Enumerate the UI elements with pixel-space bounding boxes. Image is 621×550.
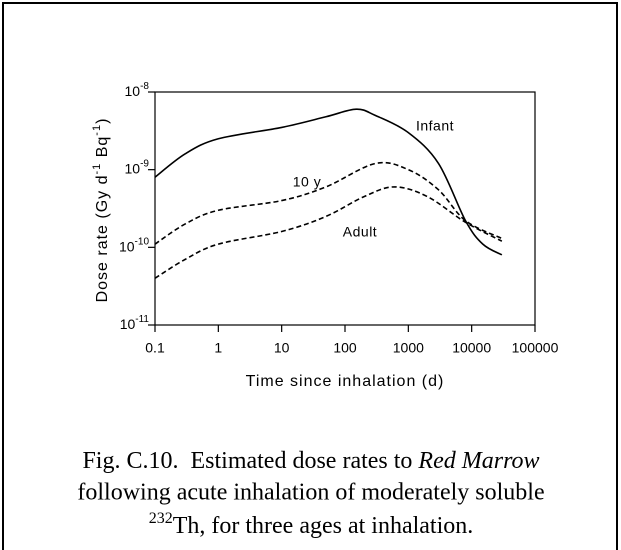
y-tick-base: 10 bbox=[125, 83, 141, 99]
caption-text: Th, for three ages at inhalation. bbox=[173, 513, 474, 539]
y-title-part: Dose rate (Gy d bbox=[94, 174, 111, 302]
y-tick-exp: -10 bbox=[135, 236, 150, 247]
caption-sup: 232 bbox=[149, 510, 173, 527]
caption-italic: Red Marrow bbox=[417, 448, 539, 474]
y-tick-exp: -11 bbox=[135, 314, 149, 325]
y-axis-title: Dose rate (Gy d-1 Bq-1) bbox=[91, 118, 111, 303]
y-tick-exp: -8 bbox=[140, 81, 149, 92]
x-tick-label: 1000 bbox=[393, 340, 424, 356]
y-tick-base: 10 bbox=[119, 238, 135, 254]
y-title-part: Bq bbox=[94, 136, 111, 163]
y-tick-label: 10-11 bbox=[120, 314, 150, 332]
y-tick-base: 10 bbox=[125, 160, 141, 176]
x-tick-label: 0.1 bbox=[145, 340, 165, 356]
y-title-part: ) bbox=[94, 118, 111, 124]
series-line bbox=[154, 161, 503, 245]
x-tick-label: 100 bbox=[333, 340, 357, 356]
caption-line: 232Th, for three ages at inhalation. bbox=[149, 510, 474, 539]
plot-frame bbox=[154, 91, 536, 326]
y-title-sup: -1 bbox=[91, 124, 103, 136]
x-tick-label: 10 bbox=[274, 340, 290, 356]
x-tick-label: 1 bbox=[214, 340, 222, 356]
y-tick-base: 10 bbox=[120, 316, 136, 332]
series-label: Infant bbox=[416, 118, 454, 134]
x-axis-title: Time since inhalation (d) bbox=[246, 373, 445, 390]
series-label: 10 y bbox=[293, 174, 321, 190]
y-title-sup: -1 bbox=[91, 163, 103, 175]
x-tick-label: 100000 bbox=[512, 340, 559, 356]
caption-line: Fig. C.10. Estimated dose rates to Red M… bbox=[82, 448, 539, 474]
series-label: Adult bbox=[343, 224, 377, 240]
y-tick-exp: -9 bbox=[140, 158, 149, 169]
caption-line: following acute inhalation of moderately… bbox=[77, 480, 544, 506]
y-tick-label: 10-10 bbox=[119, 236, 149, 254]
y-tick-label: 10-9 bbox=[125, 158, 150, 176]
caption-text: Fig. C.10. Estimated dose rates to bbox=[82, 448, 418, 474]
series-line bbox=[154, 186, 503, 279]
x-tick-label: 10000 bbox=[452, 340, 491, 356]
y-tick-label: 10-8 bbox=[125, 81, 150, 99]
